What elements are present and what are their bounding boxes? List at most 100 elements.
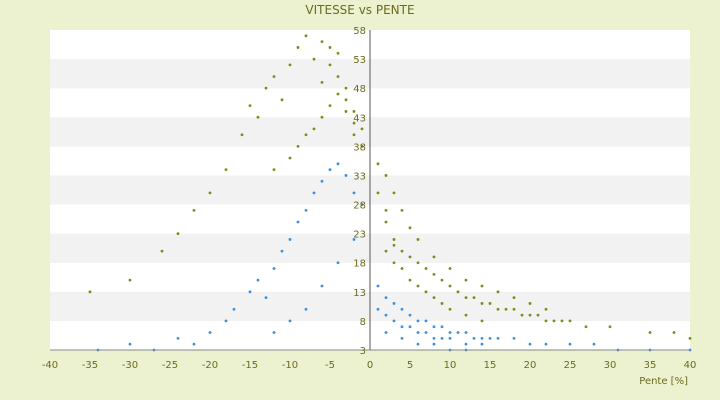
scatter-point	[344, 86, 348, 90]
scatter-point	[480, 319, 484, 323]
scatter-point	[296, 220, 300, 224]
scatter-point	[456, 290, 460, 294]
scatter-point	[488, 302, 492, 305]
scatter-point	[416, 331, 420, 334]
scatter-point	[288, 319, 292, 323]
scatter-point	[384, 208, 388, 212]
scatter-point	[320, 80, 324, 84]
scatter-point	[432, 296, 436, 300]
scatter-point	[392, 261, 396, 265]
scatter-point	[440, 278, 444, 282]
x-tick-label: 10	[444, 360, 457, 371]
scatter-point	[392, 319, 396, 323]
scatter-point	[304, 34, 308, 38]
scatter-point	[272, 168, 276, 172]
scatter-point	[416, 319, 420, 323]
scatter-point	[328, 168, 332, 172]
scatter-point	[400, 307, 404, 311]
scatter-point	[312, 57, 316, 61]
scatter-point	[344, 110, 348, 113]
scatter-point	[384, 220, 388, 224]
scatter-point	[400, 336, 404, 340]
scatter-point	[408, 278, 412, 282]
scatter-point	[448, 307, 452, 311]
scatter-point	[176, 336, 180, 340]
scatter-point	[392, 238, 396, 241]
scatter-point	[312, 191, 316, 195]
scatter-point	[552, 319, 556, 323]
scatter-point	[328, 104, 332, 108]
scatter-point	[376, 191, 380, 195]
scatter-point	[400, 325, 404, 329]
y-tick-label: 23	[353, 230, 366, 241]
scatter-point	[448, 336, 452, 340]
x-tick-label: 20	[524, 360, 537, 371]
scatter-point	[448, 331, 452, 334]
scatter-point	[424, 331, 428, 334]
scatter-point	[360, 144, 364, 148]
scatter-point	[432, 336, 436, 340]
scatter-point	[472, 336, 476, 340]
scatter-point	[544, 319, 548, 323]
scatter-point	[384, 249, 388, 253]
scatter-point	[416, 261, 420, 265]
scatter-point	[392, 191, 396, 195]
scatter-point	[320, 179, 324, 183]
scatter-point	[304, 307, 308, 311]
scatter-point	[272, 75, 276, 78]
scatter-point	[192, 208, 196, 212]
y-tick-label: 13	[353, 288, 366, 299]
scatter-point	[432, 342, 436, 346]
y-tick-label: 33	[353, 171, 366, 182]
x-tick-labels: -40 -35 -30 -25 -20 -15 -10 -5 0 5 10 15 20 25 30 35 40	[42, 360, 697, 371]
scatter-point	[312, 127, 316, 131]
y-tick-label: 48	[353, 84, 366, 95]
scatter-point	[464, 278, 468, 282]
scatter-point	[408, 255, 412, 259]
x-tick-label: -15	[242, 360, 258, 371]
scatter-point	[496, 307, 500, 311]
scatter-point	[272, 267, 276, 270]
y-tick-label: 38	[353, 142, 366, 153]
scatter-point	[320, 40, 324, 44]
scatter-point	[352, 110, 356, 113]
y-tick-label: 18	[353, 259, 366, 270]
scatter-point	[320, 115, 324, 119]
scatter-point	[264, 296, 268, 300]
scatter-point	[648, 331, 652, 334]
scatter-point	[672, 331, 676, 334]
scatter-point	[544, 342, 548, 346]
scatter-point	[288, 63, 292, 67]
scatter-point	[560, 319, 564, 323]
scatter-point	[424, 290, 428, 294]
scatter-point	[400, 208, 404, 212]
scatter-point	[456, 331, 460, 334]
scatter-point	[464, 296, 468, 300]
x-tick-label: 30	[604, 360, 617, 371]
scatter-point	[512, 307, 516, 311]
scatter-point	[424, 319, 428, 323]
x-tick-label: -30	[122, 360, 138, 371]
scatter-point	[440, 336, 444, 340]
scatter-point	[208, 331, 212, 334]
x-tick-label: 40	[684, 360, 697, 371]
scatter-point	[344, 98, 348, 102]
scatter-point	[424, 267, 428, 270]
scatter-point	[328, 63, 332, 67]
scatter-point	[568, 319, 572, 323]
scatter-point	[280, 249, 284, 253]
scatter-point	[296, 144, 300, 148]
scatter-point	[480, 302, 484, 305]
scatter-point	[440, 302, 444, 305]
x-tick-label: 0	[367, 360, 373, 371]
scatter-point	[344, 174, 348, 177]
scatter-point	[432, 325, 436, 329]
scatter-point	[440, 325, 444, 329]
x-tick-label: -10	[282, 360, 298, 371]
scatter-point	[376, 284, 380, 288]
scatter-point	[272, 331, 276, 334]
scatter-point	[544, 307, 548, 311]
scatter-point	[376, 307, 380, 311]
y-tick-label: 53	[353, 55, 366, 66]
